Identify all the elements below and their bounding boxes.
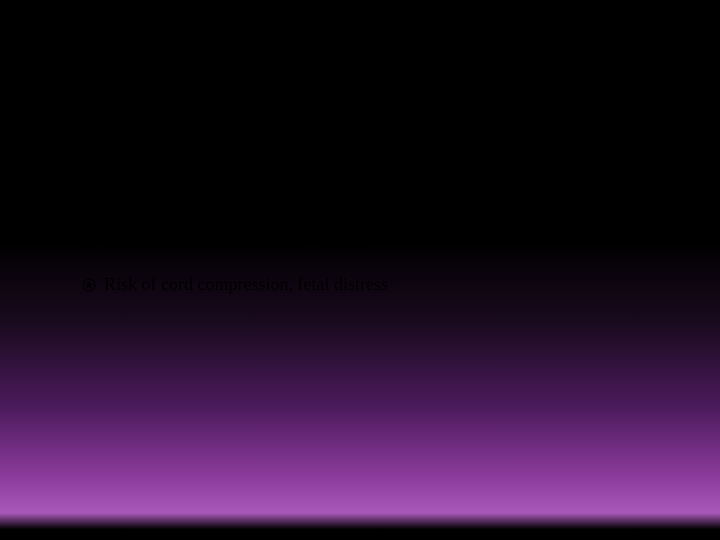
bullet-text: Normally, 1 L by 36 wks.	[104, 100, 288, 122]
bullet-list: Normally, 1 L by 36 wks. Only 100 to 200…	[62, 100, 658, 296]
list-item: Diminished volume : oligohydramnios	[82, 187, 658, 209]
bullet-text: Amniotic fluid index ( AFI) < 5 cm.	[104, 231, 363, 253]
bullet-icon	[82, 235, 96, 249]
list-item: Only 100 to 200 m. L (postterm(	[82, 144, 658, 166]
bullet-text: Only 100 to 200 m. L (postterm(	[104, 144, 339, 166]
slide-title: Oligohydramnios	[62, 32, 658, 70]
bullet-text: Risk of cord compression, fetal distress	[104, 274, 388, 296]
bullet-icon	[82, 278, 96, 292]
list-item: Normally, 1 L by 36 wks.	[82, 100, 658, 122]
list-item: Amniotic fluid index ( AFI) < 5 cm.	[82, 231, 658, 253]
bullet-text: Diminished volume : oligohydramnios	[104, 187, 382, 209]
list-item: Risk of cord compression, fetal distress	[82, 274, 658, 296]
bullet-icon	[82, 148, 96, 162]
bullet-icon	[82, 104, 96, 118]
bullet-icon	[82, 191, 96, 205]
slide: Oligohydramnios Normally, 1 L by 36 wks.…	[0, 0, 720, 540]
